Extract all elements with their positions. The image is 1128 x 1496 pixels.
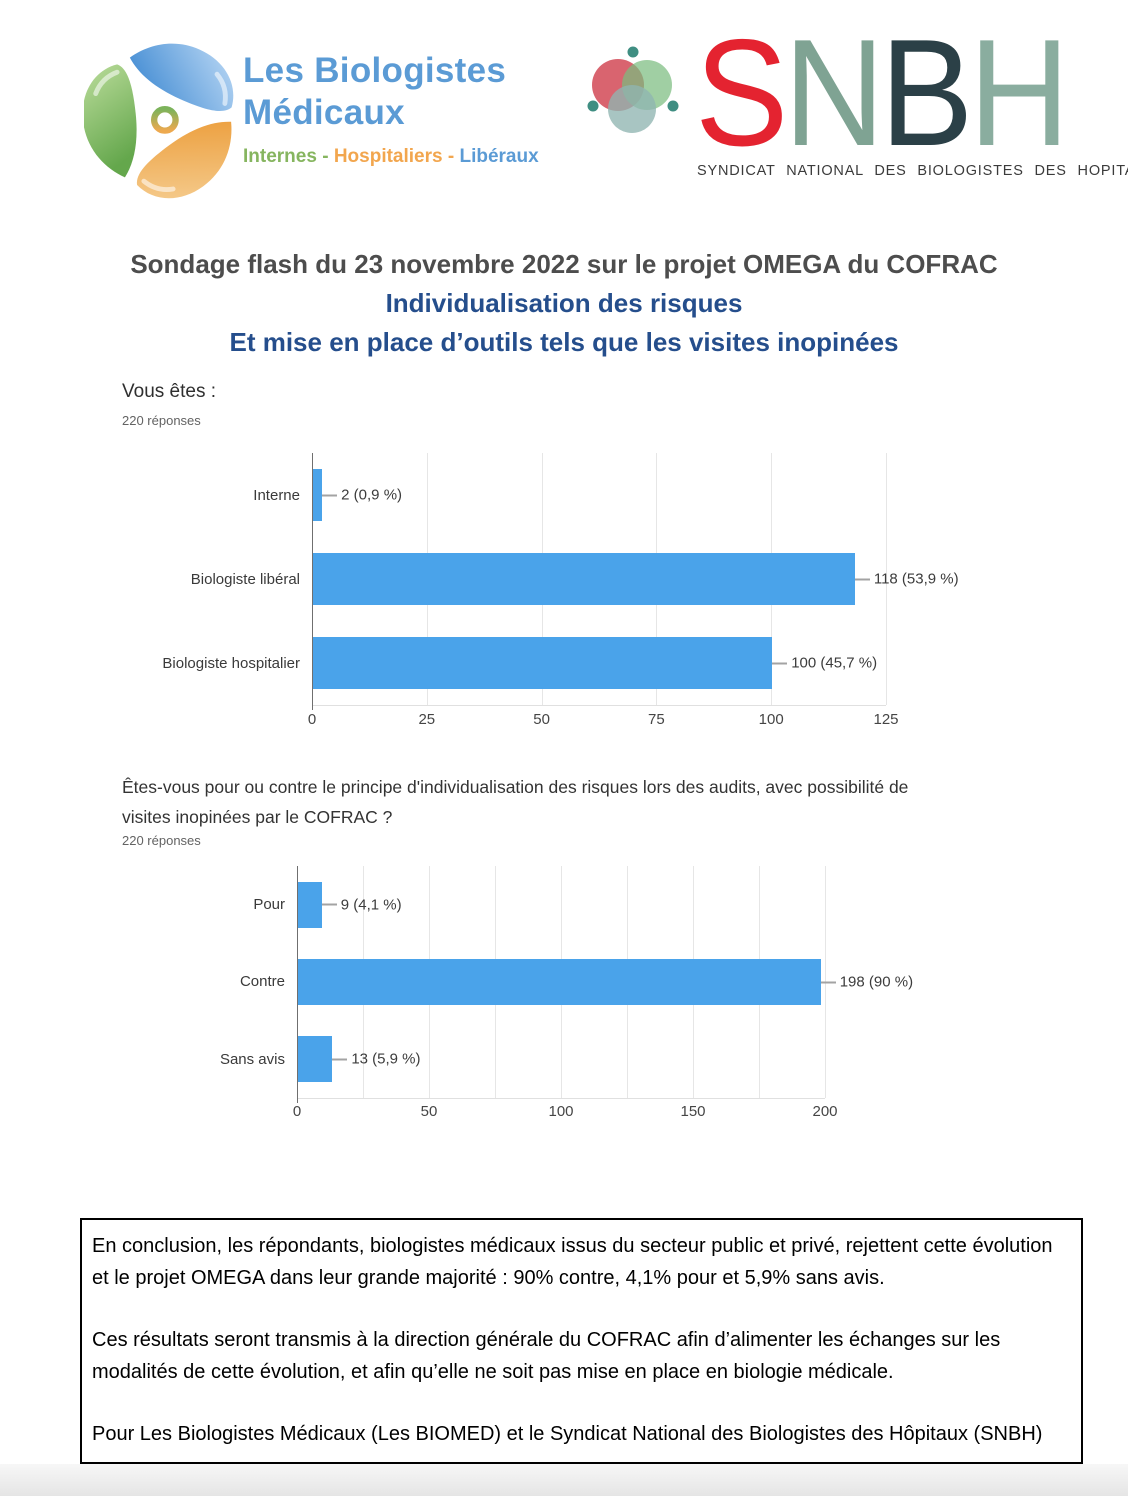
chart1-category-labels: Interne Biologiste libéral Biologiste hosp… <box>106 453 312 705</box>
category-label: Pour <box>253 896 285 914</box>
document-title-line2: Individualisation des risques <box>385 288 743 318</box>
snbh-letter-B: B <box>880 8 973 178</box>
value-leader-line <box>772 662 788 664</box>
x-tick-label: 25 <box>418 711 436 728</box>
bar <box>298 881 322 928</box>
snbh-letter-H: H <box>968 8 1070 178</box>
x-tick-label: 200 <box>812 1103 838 1120</box>
snbh-wordmark: SNBH <box>695 17 1070 169</box>
value-annotation: 118 (53,9 %) <box>854 570 959 588</box>
biomed-tagline-word: - <box>316 146 334 167</box>
chart1-title: Vous êtes : <box>122 381 217 402</box>
chart2-response-count: 220 réponses <box>122 833 201 848</box>
chart2-x-axis: 0 50 100 150 200 <box>293 1103 838 1123</box>
x-tick-label: 0 <box>292 1103 302 1120</box>
biomed-logo-text: Les Biologistes Médicaux Internes - Hosp… <box>243 50 563 168</box>
document-title-line1: Sondage flash du 23 novembre 2022 sur le… <box>130 249 998 279</box>
value-annotation: 2 (0,9 %) <box>322 487 402 504</box>
value-label: 13 (5,9 %) <box>351 1050 421 1068</box>
chart1-plot-area: 2 (0,9 %) 118 (53,9 %) 100 (45,7 %) <box>312 453 959 710</box>
category-label: Sans avis <box>219 1050 285 1068</box>
value-label: 100 (45,7 %) <box>791 654 878 672</box>
bar <box>313 637 773 689</box>
biomed-title-line1: Les Biologistes <box>243 51 507 90</box>
value-leader-line <box>321 903 337 906</box>
bar <box>298 959 821 1005</box>
value-label: 198 (90 %) <box>839 973 914 991</box>
x-tick-label: 125 <box>873 711 899 728</box>
category-label: Biologiste hospitalier <box>162 654 300 672</box>
chart2-title: Êtes-vous pour ou contre le principe d'i… <box>122 777 909 827</box>
bar <box>298 1036 333 1083</box>
x-tick-label: 100 <box>548 1103 574 1120</box>
biomed-tagline-word: Internes <box>243 146 317 167</box>
biomed-tagline-word: Hospitaliers <box>333 146 443 167</box>
value-leader-line <box>322 494 338 496</box>
value-leader-line <box>854 578 870 580</box>
x-tick-label: 0 <box>307 711 317 728</box>
value-annotation: 198 (90 %) <box>820 973 914 991</box>
y-axis-line <box>297 866 298 1103</box>
snbh-subtitle: SYNDICAT NATIONAL DES BIOLOGISTES DES HO… <box>697 163 1128 179</box>
x-tick-label: 150 <box>680 1103 706 1120</box>
conclusion-box: En conclusion, les répondants, biologist… <box>80 1218 1083 1464</box>
value-annotation: 9 (4,1 %) <box>321 896 402 914</box>
category-label: Contre <box>239 973 285 991</box>
snbh-letter-N: N <box>783 8 885 178</box>
biomed-title-line2: Médicaux <box>243 93 405 132</box>
biomed-logo-tagline: Internes - Hospitaliers - Libéraux <box>243 146 563 168</box>
biomed-logo-icon <box>84 32 236 202</box>
conclusion-paragraph-3: Pour Les Biologistes Médicaux (Les BIOME… <box>92 1423 1043 1445</box>
value-leader-line <box>332 1058 348 1061</box>
conclusion-paragraph-1: En conclusion, les répondants, biologist… <box>92 1235 1053 1289</box>
snbh-logo-icon <box>587 46 679 133</box>
category-label: Interne <box>253 486 300 504</box>
conclusion-paragraph-2: Ces résultats seront transmis à la direc… <box>92 1329 1001 1383</box>
chart1-x-axis: 0 25 50 75 100 125 <box>308 711 899 731</box>
bar <box>313 553 855 605</box>
x-tick-label: 100 <box>758 711 784 728</box>
document-title-line3: Et mise en place d’outils tels que les v… <box>229 327 899 357</box>
chart1-response-count: 220 réponses <box>122 413 201 428</box>
value-leader-line <box>820 981 836 983</box>
y-axis-line <box>312 453 313 710</box>
value-annotation: 13 (5,9 %) <box>332 1050 421 1068</box>
chart2-category-labels: Pour Contre Sans avis <box>110 866 297 1098</box>
biomed-logo-title: Les Biologistes Médicaux <box>243 50 563 134</box>
value-label: 2 (0,9 %) <box>341 486 403 504</box>
value-label: 118 (53,9 %) <box>873 570 959 588</box>
gridline <box>886 453 887 705</box>
x-tick-label: 50 <box>420 1103 438 1120</box>
document-title: Sondage flash du 23 novembre 2022 sur le… <box>0 245 1128 362</box>
value-annotation: 100 (45,7 %) <box>772 655 877 672</box>
snbh-letter-S: S <box>695 8 788 178</box>
page-bottom-edge <box>0 1464 1128 1496</box>
biomed-tagline-word: Libéraux <box>459 146 539 167</box>
x-tick-label: 75 <box>648 711 665 728</box>
value-label: 9 (4,1 %) <box>340 896 402 914</box>
bar <box>313 469 323 521</box>
chart2-plot-area: 9 (4,1 %) 198 (90 %) 13 (5,9 %) <box>297 866 913 1103</box>
biomed-tagline-word: - <box>442 146 460 167</box>
x-tick-label: 50 <box>533 711 550 728</box>
category-label: Biologiste libéral <box>190 570 300 588</box>
